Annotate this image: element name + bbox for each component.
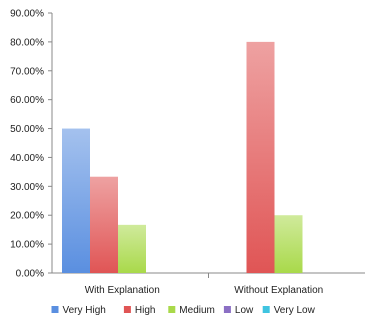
y-tick-label: 50.00% [10, 124, 44, 135]
bar-very-high-0 [62, 128, 90, 273]
bar-medium-1 [274, 215, 303, 273]
legend-label: Very Low [274, 305, 316, 316]
legend-label: High [135, 305, 156, 316]
y-tick-label: 40.00% [10, 153, 44, 164]
bar-medium-0 [118, 224, 146, 273]
legend-label: Very High [63, 305, 106, 316]
legend-swatch [123, 306, 131, 313]
y-tick-label: 70.00% [10, 66, 44, 77]
y-tick-label: 10.00% [10, 240, 44, 251]
bar-high-1 [246, 41, 275, 274]
y-tick-label: 90.00% [10, 9, 44, 20]
legend-swatch [223, 306, 231, 313]
legend: Very High High Medium Low Very Low [51, 305, 316, 316]
bars [62, 41, 303, 274]
y-tick-label: 30.00% [10, 182, 44, 193]
legend-swatch [262, 306, 270, 313]
x-category-label: Without Explanation [234, 285, 323, 296]
y-tick-label: 80.00% [10, 37, 44, 48]
legend-swatch [168, 306, 176, 313]
tick-labels: 0.00% 10.00% 20.00% 30.00% 40.00% 50.00% 60.00… [10, 9, 323, 297]
bar-high-0 [90, 176, 118, 273]
y-tick-label: 60.00% [10, 95, 44, 106]
x-category-label: With Explanation [85, 285, 160, 296]
y-tick-label: 0.00% [16, 269, 44, 280]
y-tick-label: 20.00% [10, 211, 44, 222]
legend-swatch [51, 306, 59, 313]
legend-label: Medium [179, 305, 215, 316]
legend-label: Low [235, 305, 254, 316]
